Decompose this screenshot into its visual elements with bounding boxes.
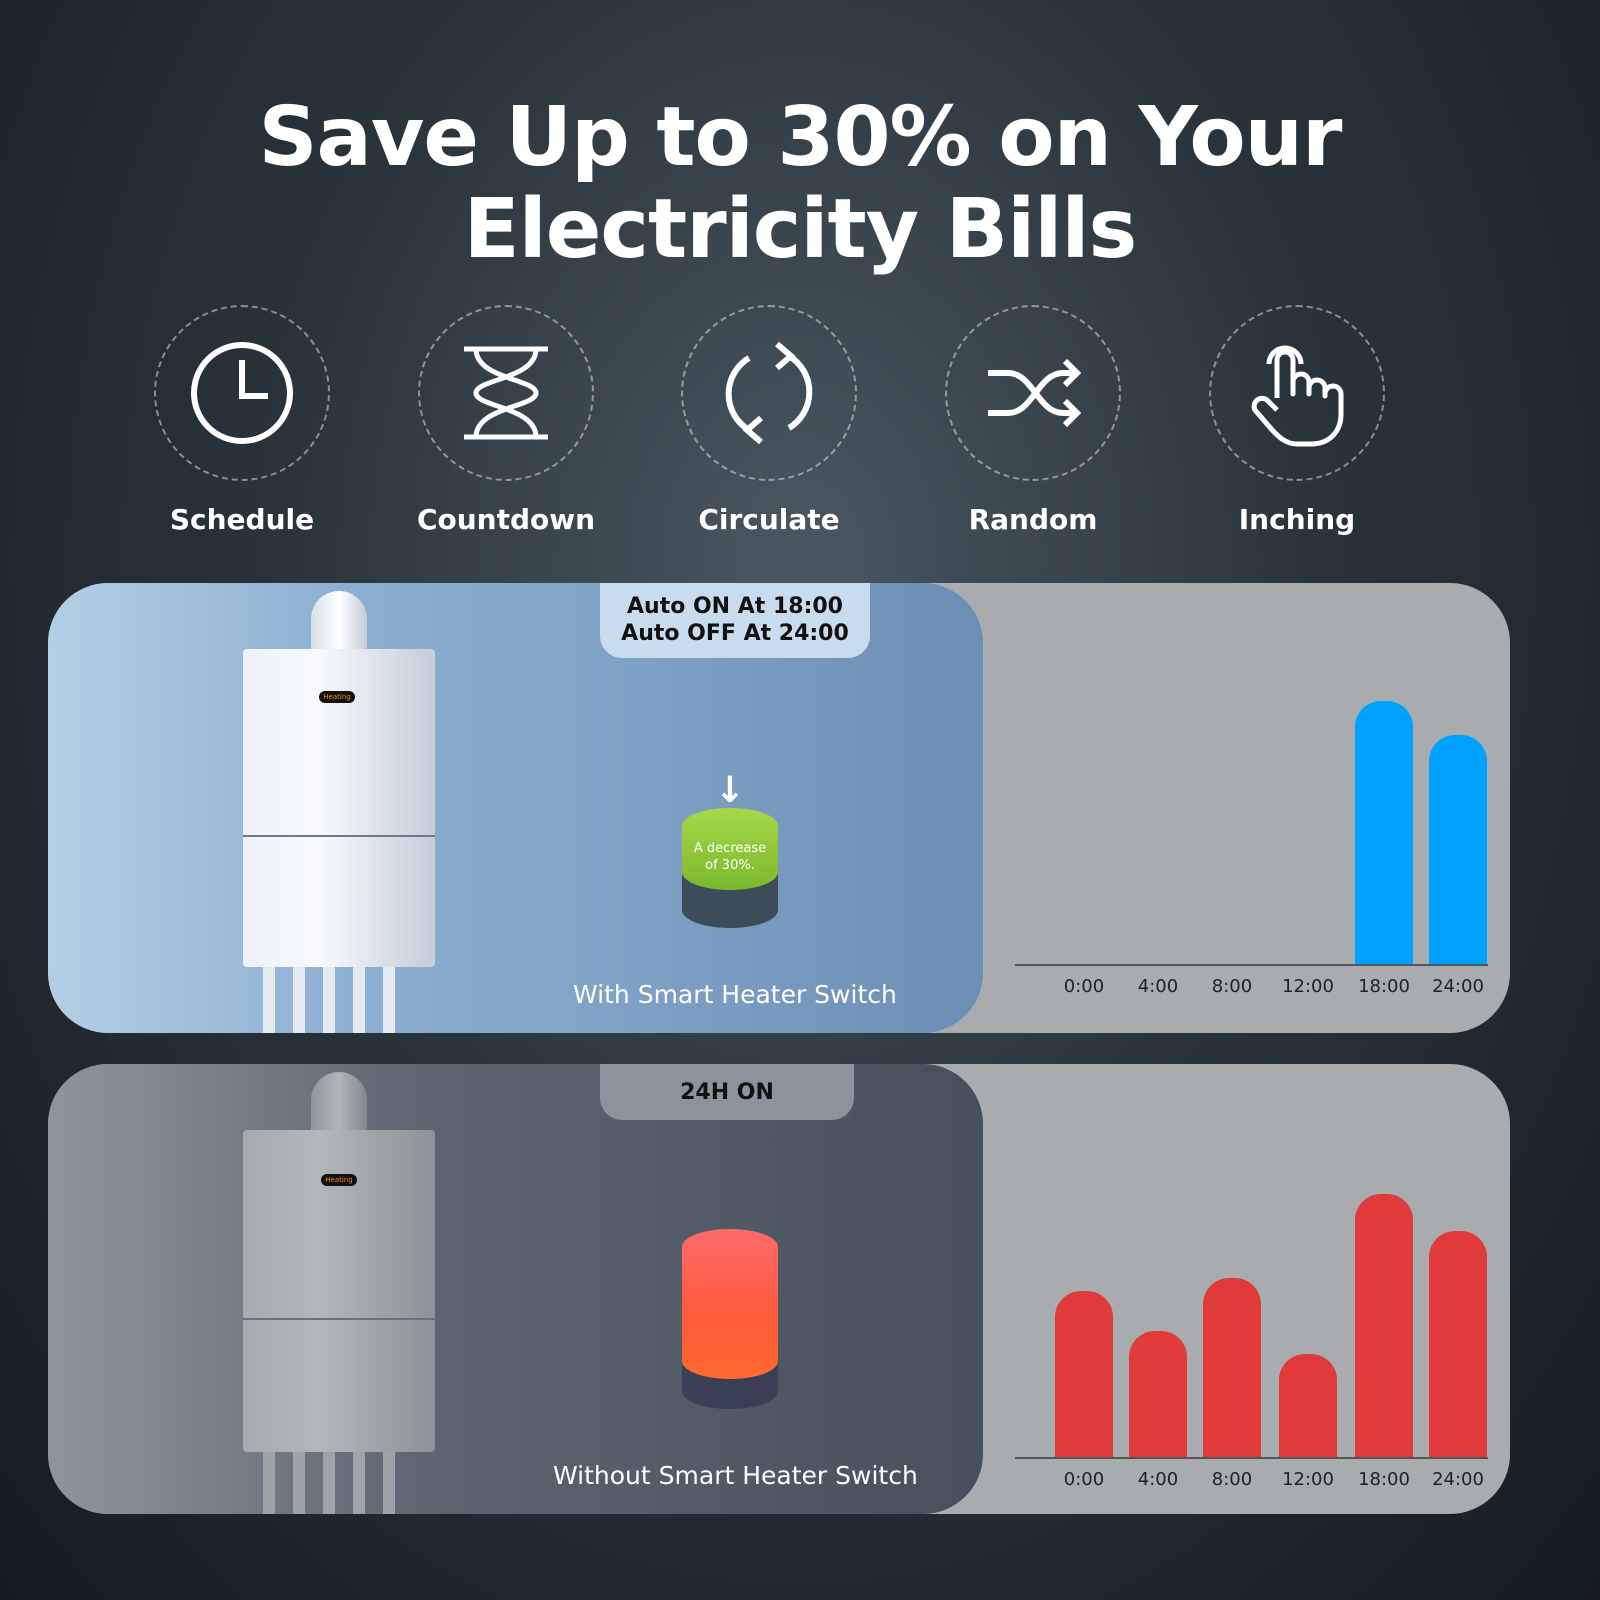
bar-18:00 xyxy=(1355,701,1413,964)
feature-inching: Inching xyxy=(1207,305,1387,536)
bar-18:00 xyxy=(1355,1194,1413,1457)
feature-random: Random xyxy=(943,305,1123,536)
green-cylinder: A decrease of 30%. ↓ xyxy=(682,773,778,938)
red-cylinder xyxy=(682,1229,778,1419)
clock-icon xyxy=(154,305,330,481)
refresh-icon xyxy=(681,305,857,481)
feature-label: Random xyxy=(968,503,1098,536)
bar-12:00 xyxy=(1279,1354,1337,1457)
tag-line: Auto OFF At 24:00 xyxy=(621,621,849,646)
always-on-tag: 24H ON xyxy=(600,1064,854,1120)
feature-label: Schedule xyxy=(169,503,315,536)
bar-8:00 xyxy=(1203,1278,1261,1457)
x-tick-label: 18:00 xyxy=(1358,1469,1410,1490)
x-tick-label: 8:00 xyxy=(1211,976,1253,997)
page-title: Save Up to 30% on Your Electricity Bills xyxy=(0,92,1600,276)
shuffle-icon xyxy=(945,305,1121,481)
feature-circulate: Circulate xyxy=(679,305,859,536)
heater-pipes xyxy=(263,967,413,1033)
feature-countdown: Countdown xyxy=(416,305,596,536)
cylinder-text: of 30%. xyxy=(705,858,755,873)
without-switch-panel: Heating 24H ON Without Smart Heater Swit… xyxy=(48,1064,1510,1514)
x-tick-label: 18:00 xyxy=(1358,976,1410,997)
heater-flue xyxy=(311,591,367,651)
x-axis xyxy=(1015,964,1488,966)
feature-label: Countdown xyxy=(416,503,596,536)
x-tick-label: 8:00 xyxy=(1211,1469,1253,1490)
title-line-2: Electricity Bills xyxy=(463,182,1138,277)
feature-schedule: Schedule xyxy=(152,305,332,536)
x-tick-label: 0:00 xyxy=(1063,976,1105,997)
title-line-1: Save Up to 30% on Your xyxy=(258,90,1343,185)
heater-display: Heating xyxy=(319,691,355,703)
caption: With Smart Heater Switch xyxy=(573,980,897,1009)
bar-chart: 0:00 4:00 8:00 12:00 18:00 24:00 xyxy=(1015,1064,1510,1514)
water-heater: Heating xyxy=(243,649,435,967)
without-switch-scene: Heating 24H ON Without Smart Heater Swit… xyxy=(48,1064,983,1514)
x-axis xyxy=(1015,1457,1488,1459)
tag-line: Auto ON At 18:00 xyxy=(627,594,843,619)
caption: Without Smart Heater Switch xyxy=(553,1461,918,1490)
heater-flue xyxy=(311,1072,367,1132)
x-tick-label: 24:00 xyxy=(1432,976,1484,997)
with-switch-panel: Heating Auto ON At 18:00 Auto OFF At 24:… xyxy=(48,583,1510,1033)
feature-label: Circulate xyxy=(698,503,840,536)
bar-24:00 xyxy=(1429,1230,1487,1457)
x-tick-label: 0:00 xyxy=(1063,1469,1105,1490)
hand-pointer-icon xyxy=(1209,305,1385,481)
heater-pipes xyxy=(263,1452,413,1514)
down-arrow-icon: ↓ xyxy=(714,770,746,811)
hourglass-icon xyxy=(418,305,594,481)
water-heater: Heating xyxy=(243,1130,435,1452)
bar-24:00 xyxy=(1429,735,1487,964)
schedule-tag: Auto ON At 18:00 Auto OFF At 24:00 xyxy=(600,583,870,658)
with-switch-scene: Heating Auto ON At 18:00 Auto OFF At 24:… xyxy=(48,583,983,1033)
bar-chart: 0:00 4:00 8:00 12:00 18:00 24:00 xyxy=(1015,583,1510,1033)
x-tick-label: 4:00 xyxy=(1137,976,1179,997)
x-tick-label: 12:00 xyxy=(1282,1469,1334,1490)
x-tick-label: 12:00 xyxy=(1282,976,1334,997)
bar-0:00 xyxy=(1055,1291,1113,1457)
cylinder-text: A decrease xyxy=(693,841,767,856)
x-tick-label: 4:00 xyxy=(1137,1469,1179,1490)
heater-display: Heating xyxy=(321,1174,357,1186)
x-tick-label: 24:00 xyxy=(1432,1469,1484,1490)
feature-label: Inching xyxy=(1238,503,1356,536)
bar-4:00 xyxy=(1129,1330,1187,1457)
